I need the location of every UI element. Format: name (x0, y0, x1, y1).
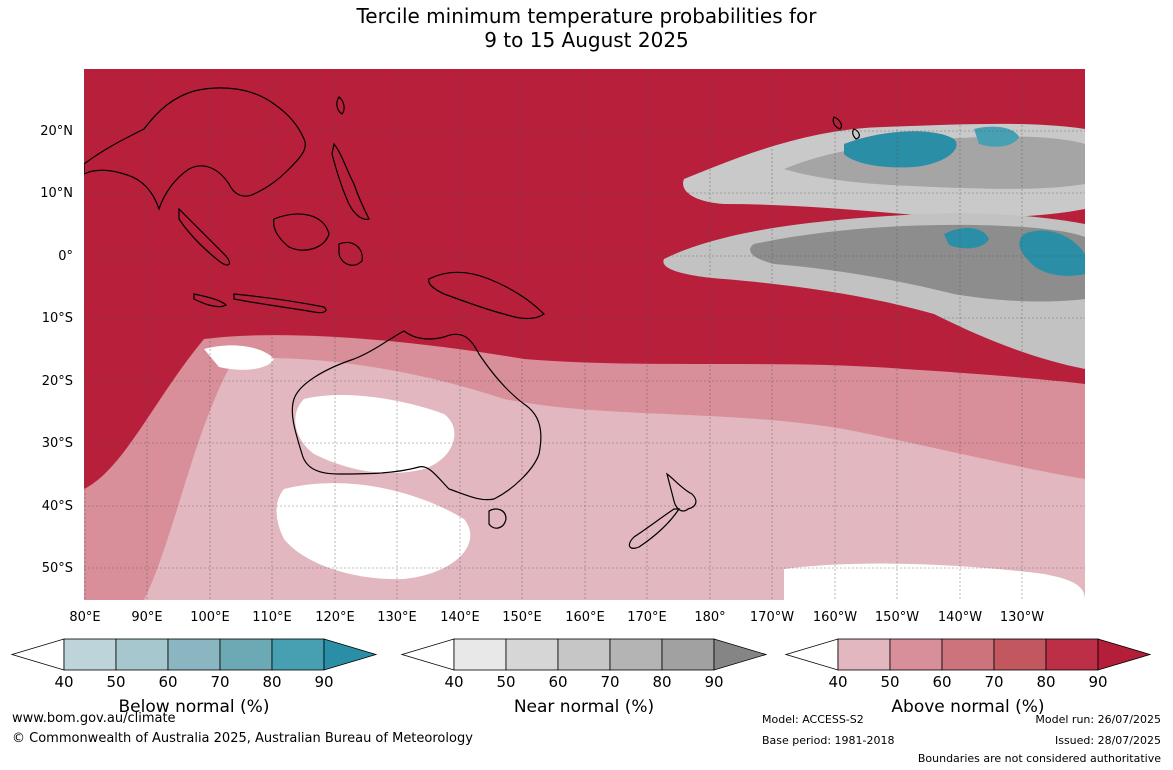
tasmania-coastline (488, 508, 507, 529)
legend-near-tick-80: 80 (652, 673, 671, 691)
australia-coastline (291, 330, 542, 501)
legend-colorbars: 40 50 60 70 80 90 40 50 60 70 80 90 40 50 60 70 80 90 (10, 638, 1152, 691)
legend-below-high-arrow (323, 638, 378, 671)
legend-below-segment-50 (115, 638, 169, 671)
legend-below-tick-90: 90 (314, 673, 333, 691)
legend-near-tick-60: 60 (548, 673, 567, 691)
map-gridlines (84, 69, 1085, 600)
legend-above-segment-60 (941, 638, 995, 671)
legend-near-caption: Near normal (%) (513, 697, 655, 717)
title-line-1: Tercile minimum temperature probabilitie… (356, 4, 817, 28)
legend-near-segment-50 (505, 638, 559, 671)
legend-near-tick-40: 40 (444, 673, 463, 691)
lat-label-20n: 20°N (40, 124, 73, 139)
lon-label-150e: 150°E (502, 610, 542, 625)
legend-above-tick-80: 80 (1036, 673, 1055, 691)
legend-above-segment-50 (889, 638, 943, 671)
legend-above-tick-60: 60 (932, 673, 951, 691)
footer-base-period: Base period: 1981-2018 (762, 734, 895, 747)
lat-label-20s: 20°S (41, 374, 73, 389)
legend-below-segment-70 (219, 638, 273, 671)
lat-label-equator: 0° (58, 249, 73, 264)
legend-near-segment-70 (609, 638, 663, 671)
new-zealand-coastline (628, 472, 697, 549)
lon-label-130e: 130°E (377, 610, 417, 625)
legend-below-tick-80: 80 (262, 673, 281, 691)
legend-near-normal: 40 50 60 70 80 90 (400, 638, 768, 691)
no-dominant-region-far-south (784, 563, 1085, 600)
lat-label-10s: 10°S (41, 311, 73, 326)
hawaii-coastline (832, 116, 860, 140)
footer-disclaimer: Boundaries are not considered authoritat… (917, 752, 1161, 765)
legend-above-tick-40: 40 (828, 673, 847, 691)
philippines-coastline (331, 142, 370, 220)
lon-label-130w: 130°W (999, 610, 1045, 625)
lon-label-140e: 140°E (440, 610, 480, 625)
legend-near-tick-70: 70 (600, 673, 619, 691)
no-dominant-region-indian-ocean (204, 345, 274, 370)
footer-model-run: Model run: 26/07/2025 (1035, 713, 1161, 726)
lon-label-100e: 100°E (190, 610, 230, 625)
legend-below-tick-60: 60 (158, 673, 177, 691)
below-normal-patch-east-north (974, 126, 1019, 147)
below-normal-patch-equator (944, 227, 989, 249)
legend-near-segment-80 (661, 638, 715, 671)
lon-label-150w: 150°W (874, 610, 920, 625)
lon-label-170w: 170°W (749, 610, 795, 625)
legend-below-low-arrow (10, 638, 65, 671)
title-line-2: 9 to 15 August 2025 (484, 28, 689, 52)
lat-label-50s: 50°S (41, 561, 73, 576)
legend-near-low-arrow (400, 638, 455, 671)
legend-above-tick-70: 70 (984, 673, 1003, 691)
lon-label-110e: 110°E (252, 610, 292, 625)
map-title: Tercile minimum temperature probabilitie… (0, 4, 1173, 52)
legend-below-segment-60 (167, 638, 221, 671)
legend-below-segment-40 (63, 638, 117, 671)
lat-label-30s: 30°S (41, 436, 73, 451)
probability-map (84, 69, 1085, 600)
below-normal-patch-north (844, 131, 957, 168)
legend-near-tick-50: 50 (496, 673, 515, 691)
legend-above-segment-70 (993, 638, 1047, 671)
lon-label-120e: 120°E (315, 610, 355, 625)
lat-label-40s: 40°S (41, 499, 73, 514)
footer-model: Model: ACCESS-S2 (762, 713, 864, 726)
no-dominant-region-southern-ocean (276, 483, 471, 580)
legend-near-segment-60 (557, 638, 611, 671)
legend-below-tick-50: 50 (106, 673, 125, 691)
lon-label-170e: 170°E (627, 610, 667, 625)
lon-label-80e: 80°E (69, 610, 101, 625)
legend-above-low-arrow (784, 638, 839, 671)
legend-above-caption: Above normal (%) (891, 697, 1045, 717)
below-normal-patch-equator-east (1019, 230, 1085, 276)
legend-near-tick-90: 90 (704, 673, 723, 691)
lon-label-160w: 160°W (812, 610, 858, 625)
legend-above-segment-80 (1045, 638, 1099, 671)
taiwan-coastline (336, 96, 345, 115)
legend-near-high-arrow (713, 638, 768, 671)
indonesia-coastline (178, 207, 363, 314)
footer-issued: Issued: 28/07/2025 (1054, 734, 1161, 747)
lat-label-10n: 10°N (40, 186, 73, 201)
footer-website: www.bom.gov.au/climate (12, 711, 176, 726)
legend-below-normal: 40 50 60 70 80 90 (10, 638, 378, 691)
legend-below-caption: Below normal (%) (118, 697, 270, 717)
lon-label-180: 180° (694, 610, 726, 625)
legend-above-high-arrow (1097, 638, 1152, 671)
legend-near-segment-40 (453, 638, 507, 671)
new-guinea-coastline (428, 271, 545, 320)
lon-label-160e: 160°E (565, 610, 605, 625)
lon-label-140w: 140°W (937, 610, 983, 625)
lon-label-90e: 90°E (131, 610, 163, 625)
legend-below-tick-70: 70 (210, 673, 229, 691)
legend-above-normal: 40 50 60 70 80 90 (784, 638, 1152, 691)
legend-below-tick-40: 40 (54, 673, 73, 691)
footer-copyright: © Commonwealth of Australia 2025, Austra… (12, 731, 473, 746)
legend-above-tick-90: 90 (1088, 673, 1107, 691)
legend-below-segment-80 (271, 638, 325, 671)
near-normal-region-equator-dark (750, 224, 1085, 302)
legend-above-tick-50: 50 (880, 673, 899, 691)
legend-above-segment-40 (837, 638, 891, 671)
asia-coastline (84, 87, 306, 211)
